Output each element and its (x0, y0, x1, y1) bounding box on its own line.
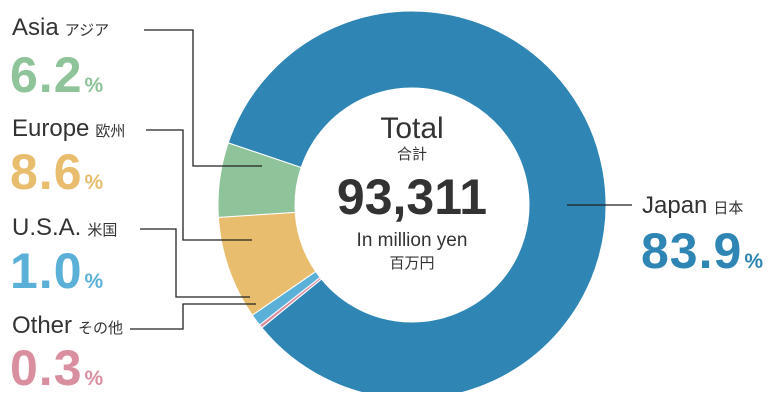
other-label-jp: その他 (78, 320, 124, 337)
usa-percentage: 1.0% (10, 246, 103, 296)
leader-line-europe (146, 129, 252, 241)
europe-percentage-unit: % (84, 171, 104, 194)
other-percentage-value: 0.3 (10, 340, 83, 396)
asia-label-en: Asia (12, 14, 59, 41)
usa-percentage-unit: % (84, 270, 104, 293)
center-title-jp: 合計 (396, 146, 427, 163)
asia-percentage: 6.2% (10, 50, 103, 100)
asia-percentage-value: 6.2 (10, 47, 83, 103)
legend-label-other: Other その他 (12, 314, 123, 338)
japan-percentage-unit: % (744, 250, 764, 273)
europe-label-jp: 欧州 (95, 123, 126, 140)
other-percentage: 0.3% (10, 343, 103, 393)
usa-label-jp: 米国 (87, 222, 118, 239)
japan-percentage-value: 83.9 (641, 223, 743, 279)
asia-label-jp: アジア (64, 22, 110, 39)
donut-hole (295, 88, 529, 322)
leader-line-asia (144, 29, 262, 167)
center-title-en: Total (380, 112, 444, 145)
legend-label-usa: U.S.A. 米国 (12, 216, 117, 240)
asia-percentage-unit: % (84, 74, 104, 97)
europe-percentage: 8.6% (10, 147, 103, 197)
center-total-value: 93,311 (336, 169, 488, 225)
center-unit-jp: 百万円 (389, 255, 435, 272)
leader-line-other (130, 303, 256, 330)
europe-percentage-value: 8.6 (10, 144, 83, 200)
europe-label-en: Europe (12, 115, 90, 142)
legend-label-japan: Japan 日本 (642, 194, 743, 218)
japan-label-en: Japan (642, 192, 708, 219)
japan-label-jp: 日本 (713, 200, 744, 217)
other-label-en: Other (12, 312, 73, 339)
usa-percentage-value: 1.0 (10, 243, 83, 299)
legend-label-europe: Europe 欧州 (12, 117, 125, 141)
other-percentage-unit: % (84, 367, 104, 390)
center-unit-en: In million yen (356, 230, 468, 251)
leader-line-usa (140, 228, 250, 298)
legend-label-asia: Asia アジア (12, 16, 109, 40)
usa-label-en: U.S.A. (12, 214, 82, 241)
japan-percentage: 83.9% (641, 226, 763, 276)
